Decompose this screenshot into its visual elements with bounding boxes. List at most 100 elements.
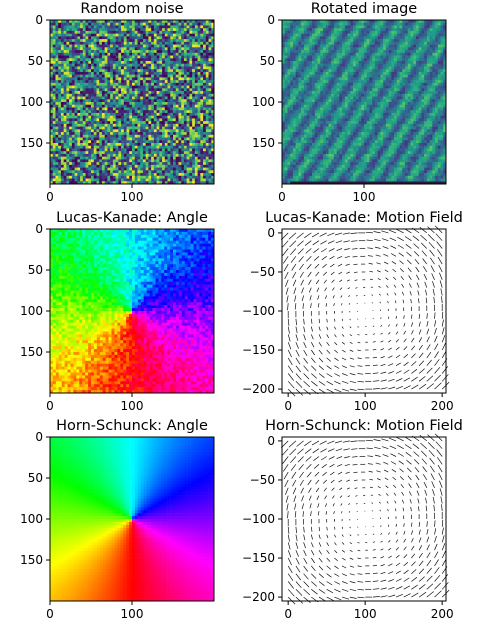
quiver-arrow: [297, 456, 304, 463]
quiver-arrow: [302, 303, 304, 309]
quiver-arrow: [388, 363, 394, 367]
quiver-arrow: [396, 437, 404, 442]
quiver-arrow: [357, 588, 364, 591]
quiver-arrow: [349, 573, 355, 576]
quiver-arrow: [310, 511, 312, 517]
quiver-arrow: [295, 365, 301, 373]
quiver-arrow: [326, 565, 332, 570]
quiver-arrow: [341, 334, 345, 337]
y-tick-label: 50: [28, 263, 43, 277]
quiver-arrow: [307, 479, 312, 486]
quiver-arrow: [403, 523, 405, 527]
y-tick-label: 150: [20, 136, 43, 150]
quiver-arrow: [311, 573, 317, 579]
quiver-arrow: [418, 298, 420, 304]
quiver-arrow: [339, 279, 343, 283]
quiver-arrow: [395, 523, 397, 527]
quiver-arrow: [380, 532, 383, 535]
x-tick-label: 100: [353, 190, 376, 204]
y-tick-label: 150: [20, 345, 43, 359]
quiver-arrow: [403, 385, 411, 390]
quiver-arrow: [322, 479, 327, 484]
quiver-arrow: [365, 439, 373, 442]
quiver-arrow: [413, 459, 420, 465]
quiver-arrow: [318, 318, 321, 324]
quiver-arrow: [439, 272, 443, 280]
quiver-arrow: [322, 271, 327, 276]
quiver-arrow: [425, 497, 428, 504]
quiver-arrow: [403, 593, 411, 598]
quiver-arrow: [440, 496, 443, 504]
quiver-arrow: [413, 243, 420, 249]
quiver-arrow: [311, 365, 317, 371]
y-tick-label: 50: [28, 471, 43, 485]
quiver-arrow: [357, 365, 363, 367]
quiver-arrow: [303, 334, 306, 341]
quiver-arrow: [432, 489, 435, 496]
x-tick-label: 100: [121, 399, 144, 413]
quiver-arrow: [434, 312, 436, 319]
quiver-arrow: [339, 487, 343, 491]
y-tick-label: −100: [242, 512, 275, 526]
quiver-arrow: [440, 288, 443, 296]
quiver-arrow: [334, 349, 339, 354]
quiver-arrow: [357, 573, 363, 575]
quiver-arrow: [341, 318, 344, 321]
quiver-arrow: [303, 596, 311, 603]
quiver-arrow: [332, 495, 335, 499]
quiver-arrow: [401, 499, 405, 504]
quiver-arrow: [395, 554, 400, 559]
quiver-arrow: [326, 596, 334, 601]
quiver-arrow: [317, 503, 320, 508]
quiver-arrow: [352, 463, 358, 466]
quiver-arrow: [323, 279, 327, 284]
quiver-arrow: [394, 292, 397, 296]
quiver-arrow: [295, 342, 299, 349]
quiver-arrow: [287, 365, 294, 373]
quiver-arrow: [349, 542, 353, 545]
quiver-arrow: [372, 348, 377, 351]
x-tick-label: 200: [431, 607, 454, 621]
quiver-arrow: [418, 568, 425, 574]
quiver-arrow: [383, 469, 389, 473]
quiver-arrow: [435, 233, 443, 241]
quiver-arrow: [311, 349, 315, 356]
quiver-arrow: [372, 356, 378, 359]
quiver-arrow: [419, 435, 428, 442]
quiver-arrow: [388, 378, 395, 382]
quiver-arrow: [393, 284, 397, 288]
quiver-arrow: [346, 479, 350, 482]
quiver-arrow: [368, 471, 373, 473]
y-tick-label: 50: [28, 54, 43, 68]
quiver-arrow: [388, 579, 394, 582]
quiver-arrow: [303, 349, 308, 356]
quiver-arrow: [287, 534, 290, 542]
quiver-arrow: [334, 549, 338, 554]
quiver-arrow: [340, 295, 343, 298]
chart-title: Lucas-Kanade: Angle: [56, 210, 208, 226]
quiver-arrow: [317, 511, 320, 516]
quiver-arrow: [374, 238, 381, 242]
quiver-arrow: [415, 482, 420, 488]
quiver-arrow: [420, 442, 428, 449]
quiver-arrow: [403, 322, 406, 327]
quiver-arrow: [357, 542, 360, 544]
quiver-arrow: [334, 326, 337, 330]
quiver-arrow: [395, 362, 401, 367]
quiver-arrow: [357, 596, 365, 599]
quiver-arrow: [334, 588, 341, 593]
x-tick-label: 100: [121, 190, 144, 204]
quiver-arrow: [332, 287, 335, 291]
quiver-arrow: [318, 565, 324, 571]
quiver-arrow: [326, 357, 332, 362]
quiver-arrow: [411, 553, 416, 559]
quiver-arrow: [285, 487, 289, 495]
quiver-arrow: [425, 289, 428, 296]
quiver-arrow: [388, 532, 390, 535]
quiver-arrow: [348, 511, 351, 513]
quiver-arrow: [372, 364, 378, 367]
quiver-arrow: [295, 557, 300, 565]
quiver-arrow: [304, 232, 312, 239]
quiver-arrow: [287, 511, 289, 519]
quiver-arrow: [367, 455, 373, 457]
